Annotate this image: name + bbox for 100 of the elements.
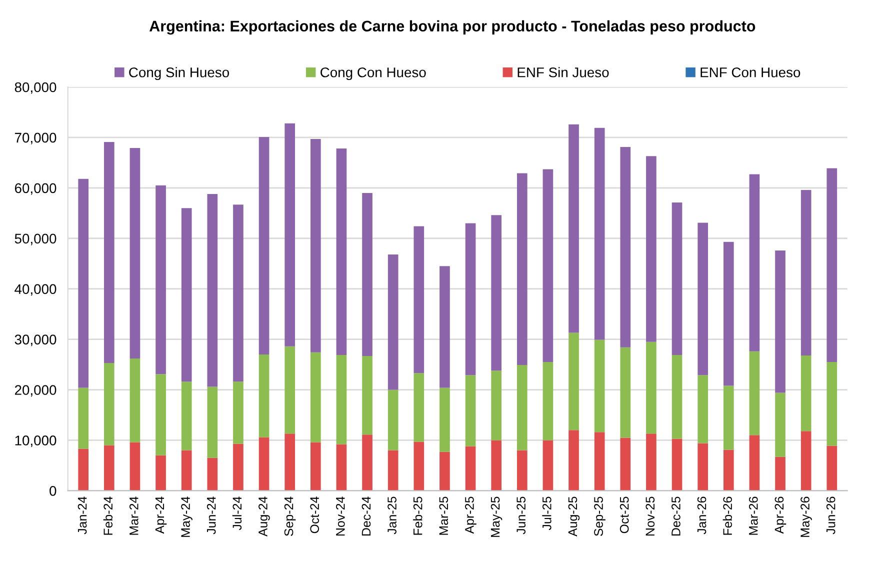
bar <box>207 194 218 387</box>
bar <box>672 354 682 439</box>
x-tick-label: Jun-24 <box>206 496 216 534</box>
bar <box>749 174 760 352</box>
x-tick-label: May-24 <box>181 496 192 537</box>
bar <box>414 442 424 491</box>
bar <box>594 128 605 340</box>
bar <box>723 242 734 386</box>
bar <box>646 342 656 434</box>
bar <box>568 332 579 430</box>
bar <box>516 173 528 366</box>
bar <box>130 358 140 442</box>
bar <box>542 169 554 362</box>
bar <box>104 142 114 364</box>
x-tick-label: Oct-24 <box>310 496 320 534</box>
bar <box>233 444 244 491</box>
bar <box>207 458 218 491</box>
bar <box>594 432 605 491</box>
bar <box>207 386 218 458</box>
x-tick-label: Jun-26 <box>826 496 836 534</box>
bar <box>130 148 140 358</box>
bar <box>465 446 476 491</box>
bar <box>78 178 89 388</box>
bar <box>568 124 579 333</box>
bar <box>284 434 296 491</box>
legend-label: ENF Con Hueso <box>700 67 800 78</box>
bar <box>310 138 321 352</box>
y-tick-label: 40,000 <box>14 284 56 296</box>
bar <box>310 352 321 442</box>
bar <box>491 215 502 371</box>
bar <box>336 148 347 355</box>
bar <box>698 443 708 491</box>
bar <box>362 192 372 356</box>
y-tick-label: 30,000 <box>14 334 56 346</box>
x-tick-label: Mar-26 <box>748 496 758 535</box>
x-tick-label: Sep-25 <box>594 496 606 536</box>
y-tick-label: 70,000 <box>14 132 56 144</box>
bar <box>156 455 166 491</box>
bar <box>104 363 114 446</box>
bar <box>258 437 270 491</box>
y-tick-label: 80,000 <box>14 82 56 94</box>
bar <box>156 374 166 456</box>
x-tick-label: Apr-25 <box>465 496 476 534</box>
x-tick-label: Nov-25 <box>646 496 655 536</box>
bar <box>388 450 398 491</box>
bar <box>310 442 321 491</box>
legend-label: Cong Con Hueso <box>320 67 426 80</box>
y-tick-label: 0 <box>50 486 56 496</box>
legend-label: ENF Sin Jueso <box>518 67 609 78</box>
bar <box>800 190 812 356</box>
bar <box>414 226 424 374</box>
bar <box>362 434 372 491</box>
bar <box>826 168 838 362</box>
bar <box>516 365 528 450</box>
bar <box>388 390 398 450</box>
bar <box>388 254 398 390</box>
x-tick-label: Jul-24 <box>232 496 242 530</box>
bar <box>130 442 140 491</box>
bar <box>362 356 372 435</box>
x-tick-label: Dec-24 <box>362 496 371 536</box>
bar <box>826 362 838 446</box>
bar <box>775 392 786 457</box>
x-tick-label: Nov-24 <box>336 496 345 536</box>
bar <box>491 370 502 440</box>
y-tick-label: 60,000 <box>14 183 56 195</box>
bar <box>646 434 656 491</box>
bar <box>568 430 579 491</box>
bar <box>749 351 760 436</box>
bar <box>440 388 450 452</box>
bar <box>516 450 528 491</box>
x-tick-label: Jun-25 <box>516 496 526 534</box>
x-tick-label: Aug-25 <box>568 496 580 537</box>
bar <box>542 440 554 491</box>
bar <box>672 202 682 355</box>
bar <box>465 223 476 376</box>
bar <box>723 450 734 491</box>
bar <box>336 354 347 444</box>
x-tick-label: Sep-24 <box>284 496 296 536</box>
x-tick-label: Oct-25 <box>620 496 629 534</box>
bar <box>181 382 192 450</box>
bar <box>258 136 270 354</box>
y-tick-label: 20,000 <box>14 385 56 397</box>
bar <box>181 450 192 491</box>
x-tick-label: Dec-25 <box>672 496 680 536</box>
bar <box>775 250 786 393</box>
x-tick-label: Jul-25 <box>542 496 552 530</box>
bar <box>284 123 296 346</box>
chart-title: Argentina: Exportaciones de Carne bovina por producto - Toneladas peso producto <box>149 20 756 35</box>
x-tick-label: Jan-26 <box>697 496 706 534</box>
bar <box>620 147 631 348</box>
bar <box>233 382 244 444</box>
x-tick-label: Jan-25 <box>388 496 396 534</box>
bar <box>698 375 708 444</box>
bar <box>672 438 682 491</box>
bar <box>594 340 605 432</box>
bar <box>698 222 708 376</box>
bar <box>723 386 734 450</box>
x-tick-label: Aug-24 <box>258 496 270 537</box>
x-tick-label: Apr-26 <box>774 496 786 534</box>
bar <box>465 375 476 446</box>
